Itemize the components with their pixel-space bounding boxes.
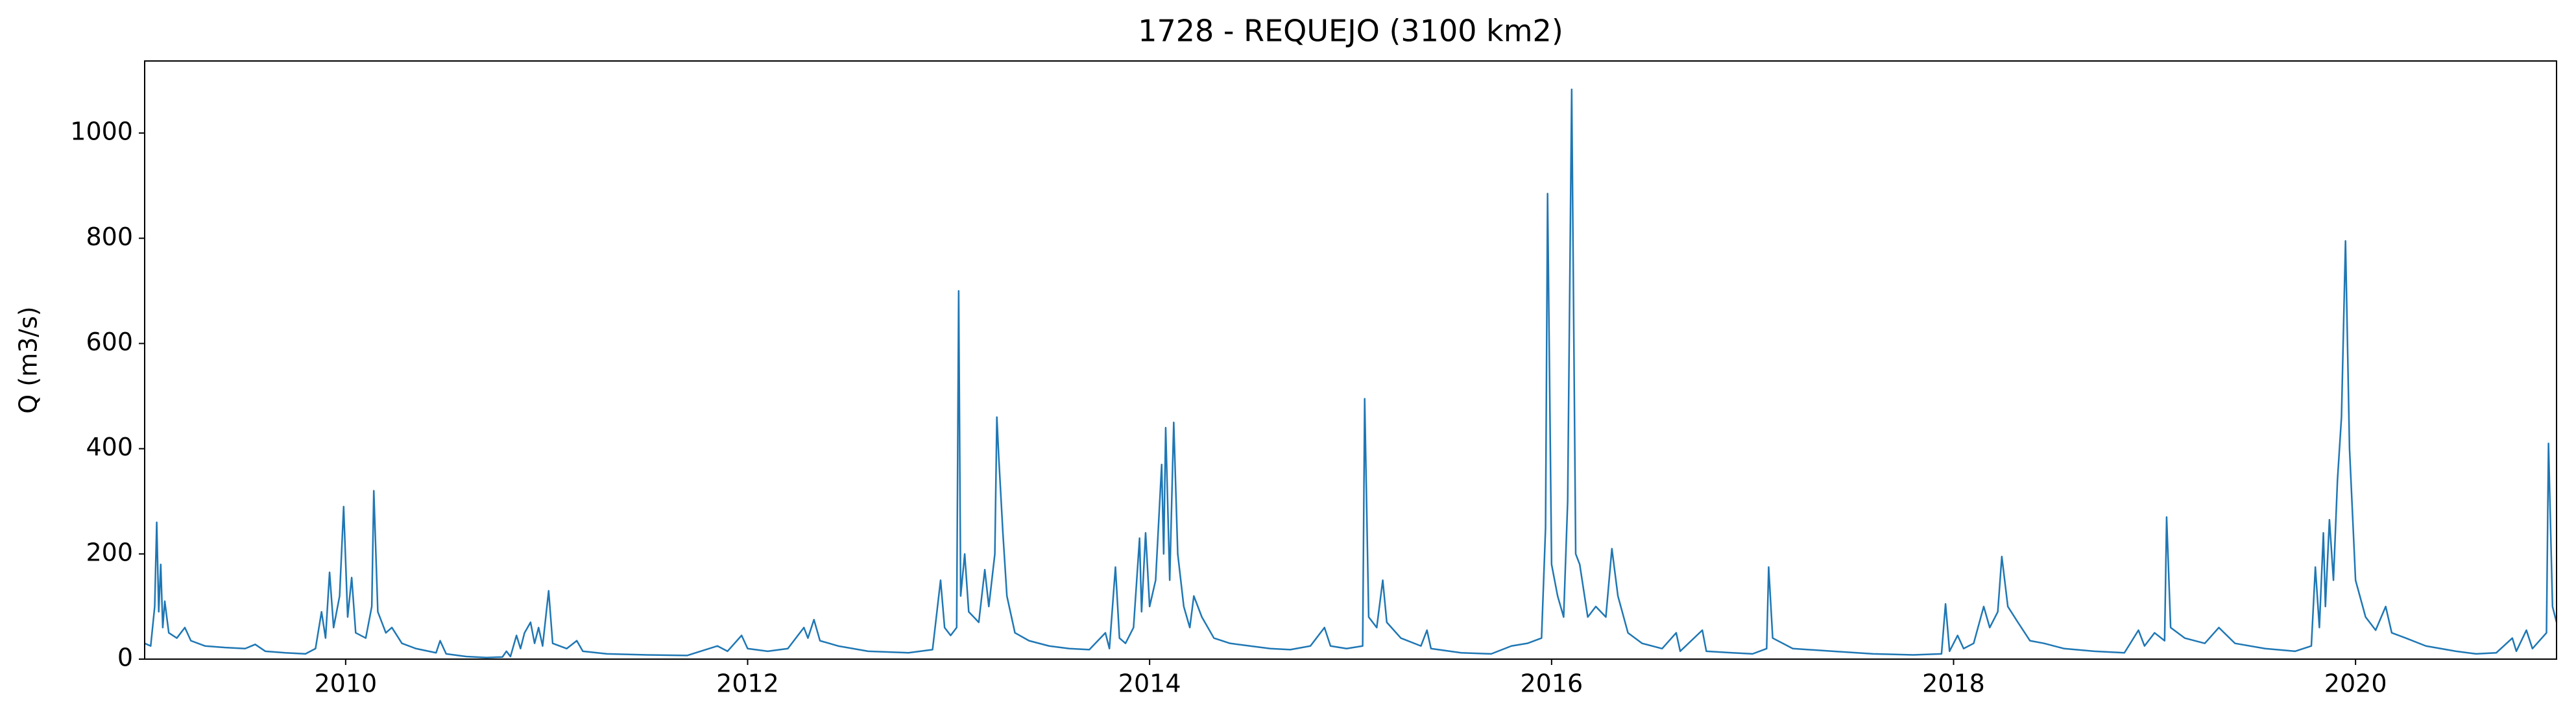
data-line	[144, 88, 2558, 658]
y-tick-label: 400	[86, 433, 133, 461]
y-tick-label: 1000	[70, 117, 133, 146]
y-axis-label: Q (m3/s)	[14, 306, 43, 413]
y-tick-label: 200	[86, 538, 133, 566]
y-tick-label: 600	[86, 328, 133, 356]
x-tick-label: 2016	[1520, 670, 1583, 698]
x-tick-label: 2014	[1118, 670, 1181, 698]
x-tick-label: 2012	[716, 670, 779, 698]
plot-frame	[144, 60, 2557, 660]
x-tick-label: 2010	[314, 670, 377, 698]
x-tick-label: 2018	[1922, 670, 1985, 698]
chart-title: 1728 - REQUEJO (3100 km2)	[1138, 14, 1563, 49]
x-tick-label: 2020	[2324, 670, 2387, 698]
y-tick-label: 0	[117, 644, 133, 672]
y-tick-label: 800	[86, 223, 133, 251]
